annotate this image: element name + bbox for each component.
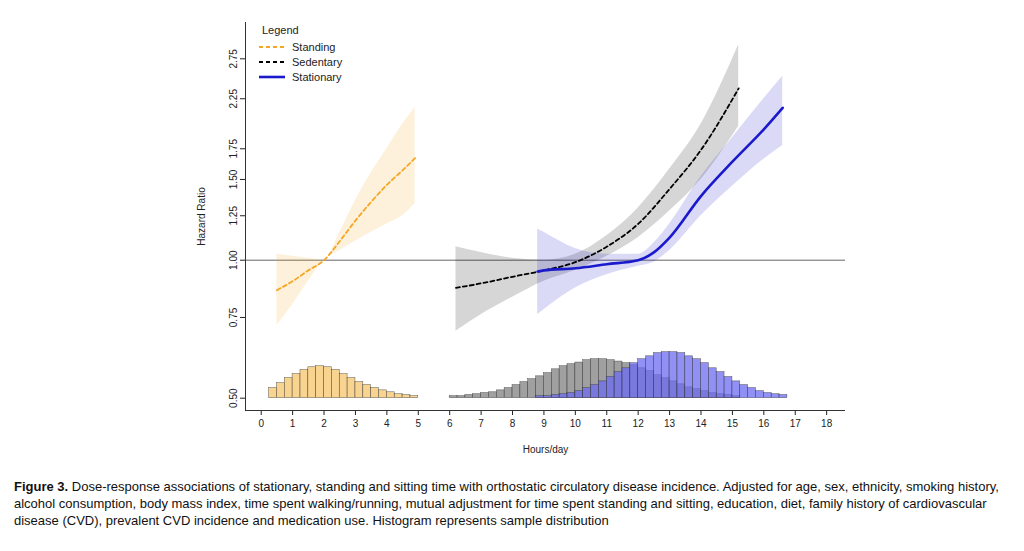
svg-text:Hazard Ratio: Hazard Ratio [196,187,207,246]
svg-text:2.75: 2.75 [228,49,239,69]
svg-text:8: 8 [510,418,516,429]
svg-text:16: 16 [758,418,770,429]
svg-text:4: 4 [384,418,390,429]
html-text:Legend: Legend [262,24,299,36]
svg-text:18: 18 [821,418,833,429]
svg-text:11: 11 [602,418,613,429]
svg-text:3: 3 [353,418,359,429]
svg-text:Hours/day: Hours/day [523,444,569,455]
svg-text:5: 5 [415,418,421,429]
svg-text:13: 13 [664,418,676,429]
svg-text:7: 7 [478,418,484,429]
svg-text:2: 2 [321,418,327,429]
html-text:Standing: Standing [292,40,336,53]
svg-text:17: 17 [790,418,802,429]
svg-text:0: 0 [258,418,264,429]
svg-text:1: 1 [290,418,296,429]
html-text:Sedentary: Sedentary [292,55,343,68]
svg-text:12: 12 [633,418,645,429]
svg-text:1.75: 1.75 [228,139,239,159]
svg-text:10: 10 [570,418,582,429]
svg-text:1.25: 1.25 [228,206,239,226]
html-text:Stationary: Stationary [292,70,342,83]
svg-text:15: 15 [727,418,739,429]
svg-text:14: 14 [695,418,707,429]
svg-text:6: 6 [447,418,453,429]
svg-text:0.75: 0.75 [228,307,239,327]
svg-text:9: 9 [541,418,547,429]
html-text:Figure 3. Dose-response associ: Figure 3. Dose-response associations of … [14,479,999,528]
svg-text:1.00: 1.00 [228,250,239,270]
svg-text:1.50: 1.50 [228,169,239,189]
svg-text:0.50: 0.50 [228,388,239,408]
svg-text:2.25: 2.25 [228,89,239,109]
